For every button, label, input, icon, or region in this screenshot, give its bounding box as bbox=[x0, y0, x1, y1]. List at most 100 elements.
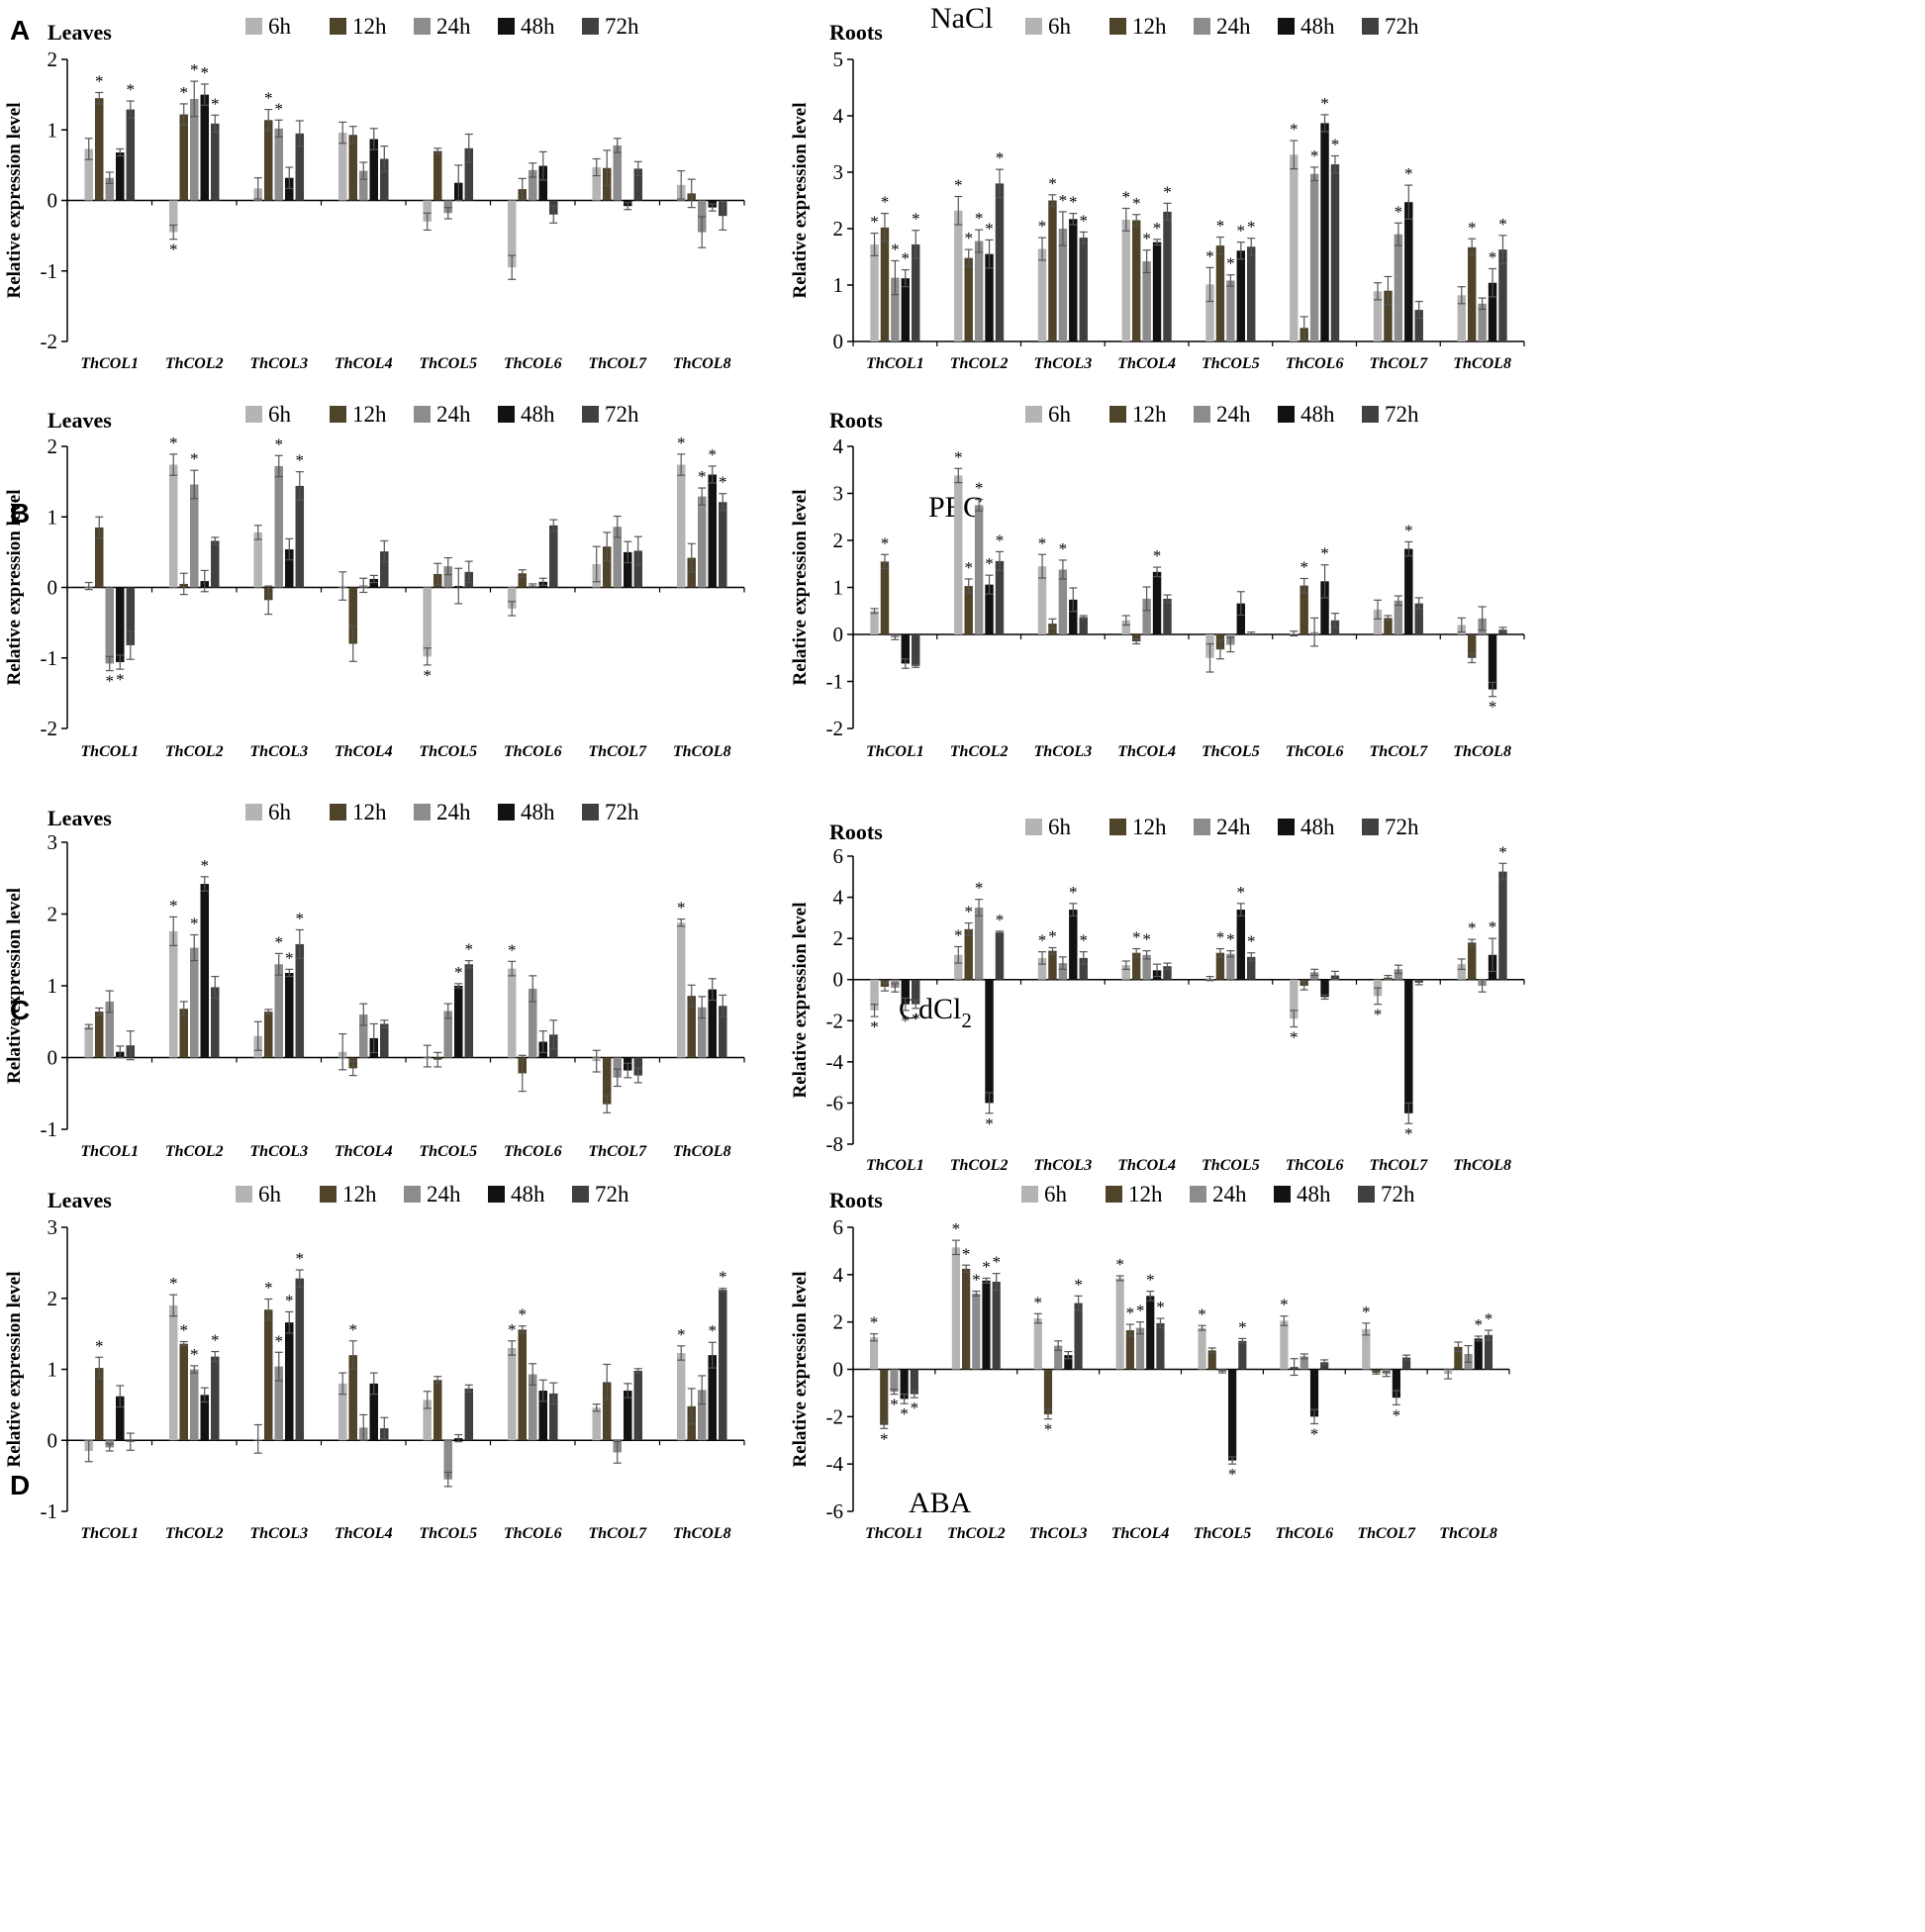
A-roots-bar-48h-thcol1-significance-star: * bbox=[902, 249, 911, 268]
D-roots-bar-72h-thcol5 bbox=[1238, 1340, 1247, 1370]
C-leaves-bar-24h-thcol2-significance-star: * bbox=[190, 915, 199, 933]
D-roots-bar-24h-thcol4-significance-star: * bbox=[1136, 1302, 1145, 1320]
C-roots-category-thcol3: ThCOL3 bbox=[1034, 1157, 1093, 1174]
A-roots-bar-72h-thcol2-significance-star: * bbox=[996, 148, 1005, 167]
D-roots-bar-6h-thcol3 bbox=[1033, 1318, 1042, 1370]
A-roots-bar-72h-thcol8-significance-star: * bbox=[1498, 215, 1507, 234]
D-leaves-bar-72h-thcol3 bbox=[295, 1278, 305, 1441]
A-leaves-legend-swatch-72h bbox=[582, 18, 599, 35]
C-leaves-bar-24h-thcol4 bbox=[358, 1014, 368, 1058]
A-leaves-legend-label-72h: 72h bbox=[605, 14, 639, 39]
D-leaves-legend-label-24h: 24h bbox=[427, 1182, 461, 1207]
D-leaves-bar-6h-thcol5 bbox=[423, 1400, 432, 1441]
C-leaves-bar-48h-thcol3 bbox=[285, 972, 294, 1058]
C-leaves-legend-swatch-24h bbox=[414, 804, 431, 821]
B-roots-bar-48h-thcol7-significance-star: * bbox=[1404, 521, 1413, 539]
A-roots-bar-72h-thcol1-significance-star: * bbox=[912, 210, 920, 229]
A-roots-bar-12h-thcol2-significance-star: * bbox=[964, 229, 973, 247]
C-roots-category-thcol5: ThCOL5 bbox=[1202, 1157, 1260, 1174]
C-roots-legend-label-72h: 72h bbox=[1385, 815, 1419, 839]
C-roots-bar-6h-thcol2 bbox=[954, 954, 963, 980]
B-leaves-bar-24h-thcol5 bbox=[443, 566, 453, 588]
A-leaves-bar-6h-thcol7 bbox=[592, 167, 601, 201]
D-roots-bar-24h-thcol1-significance-star: * bbox=[890, 1396, 899, 1414]
C-leaves-bar-6h-thcol8 bbox=[676, 922, 686, 1058]
A-roots-legend-label-48h: 48h bbox=[1300, 14, 1335, 39]
B-leaves-category-thcol7: ThCOL7 bbox=[588, 743, 647, 760]
B-leaves-bar-24h-thcol7 bbox=[613, 527, 623, 588]
A-roots-bar-24h-thcol6-significance-star: * bbox=[1310, 146, 1319, 165]
D-leaves-bar-6h-thcol8-significance-star: * bbox=[677, 1325, 686, 1344]
A-roots-legend-swatch-48h bbox=[1278, 18, 1295, 35]
B-leaves-bar-72h-thcol6 bbox=[549, 525, 558, 588]
B-leaves-bar-72h-thcol1 bbox=[126, 587, 136, 645]
A-roots-bar-48h-thcol2 bbox=[985, 253, 994, 341]
A-roots-bar-24h-thcol8 bbox=[1478, 303, 1487, 341]
B-roots-bar-24h-thcol4 bbox=[1142, 598, 1151, 634]
A-roots-bar-6h-thcol4-significance-star: * bbox=[1122, 187, 1131, 206]
A-roots-bar-12h-thcol3 bbox=[1048, 200, 1057, 341]
C-roots-legend-label-6h: 6h bbox=[1048, 815, 1072, 839]
A-leaves-legend-swatch-24h bbox=[414, 18, 431, 35]
A-leaves-bar-72h-thcol5 bbox=[464, 147, 474, 201]
A-roots-bar-72h-thcol5 bbox=[1247, 246, 1256, 341]
C-roots-legend-label-12h: 12h bbox=[1132, 815, 1167, 839]
D-leaves-bar-48h-thcol8-significance-star: * bbox=[709, 1321, 718, 1340]
C-leaves-legend-swatch-72h bbox=[582, 804, 599, 821]
D-roots-bar-24h-thcol1 bbox=[890, 1369, 899, 1393]
D-roots-bar-6h-thcol4-significance-star: * bbox=[1115, 1255, 1124, 1274]
D-roots-bar-72h-thcol8-significance-star: * bbox=[1485, 1309, 1493, 1328]
A-leaves-ytick-label: 2 bbox=[48, 48, 58, 71]
C-leaves-category-thcol5: ThCOL5 bbox=[419, 1143, 477, 1160]
B-roots-legend-label-24h: 24h bbox=[1216, 402, 1251, 427]
D-roots-legend-swatch-48h bbox=[1274, 1186, 1291, 1203]
D-leaves-category-thcol7: ThCOL7 bbox=[588, 1525, 647, 1542]
A-leaves-bar-6h-thcol4 bbox=[337, 133, 347, 201]
A-roots-bar-12h-thcol8 bbox=[1467, 246, 1477, 341]
B-roots-ytick-label: -2 bbox=[826, 717, 844, 740]
A-roots-category-thcol2: ThCOL2 bbox=[950, 355, 1009, 372]
B-leaves-bar-12h-thcol6 bbox=[518, 573, 527, 588]
D-leaves-bar-48h-thcol3 bbox=[285, 1322, 294, 1441]
A-roots-title: Roots bbox=[829, 20, 883, 45]
treatment-title-aba: ABA bbox=[909, 1487, 972, 1519]
chart-d-roots: Roots 6h 12h 24h 48h 72h Relative expression l… bbox=[790, 1182, 1510, 1542]
B-leaves-bar-48h-thcol8 bbox=[708, 474, 718, 588]
A-leaves-bar-48h-thcol4 bbox=[369, 139, 379, 201]
A-roots-bar-6h-thcol6 bbox=[1290, 154, 1299, 341]
C-leaves-bar-72h-thcol4 bbox=[380, 1023, 389, 1058]
C-leaves-bar-12h-thcol7 bbox=[602, 1057, 612, 1105]
C-roots-legend-label-48h: 48h bbox=[1300, 815, 1335, 839]
D-roots-bar-24h-thcol4 bbox=[1135, 1327, 1145, 1370]
D-leaves-bar-12h-thcol3 bbox=[263, 1309, 273, 1441]
A-leaves-legend-label-6h: 6h bbox=[268, 14, 292, 39]
C-leaves-bar-12h-thcol3 bbox=[263, 1012, 273, 1058]
C-roots-ytick-label: -8 bbox=[826, 1132, 844, 1156]
B-leaves-ytick-label: -1 bbox=[41, 646, 58, 670]
D-roots-category-thcol5: ThCOL5 bbox=[1194, 1525, 1252, 1542]
C-roots-bar-48h-thcol3-significance-star: * bbox=[1069, 883, 1078, 902]
A-roots-bar-6h-thcol3 bbox=[1037, 248, 1047, 341]
C-leaves-legend-swatch-48h bbox=[498, 804, 515, 821]
C-leaves-category-thcol3: ThCOL3 bbox=[249, 1143, 308, 1160]
B-leaves-bar-72h-thcol7 bbox=[633, 550, 643, 588]
D-leaves-bar-24h-thcol2 bbox=[189, 1369, 199, 1441]
D-roots-bar-48h-thcol4-significance-star: * bbox=[1146, 1271, 1155, 1290]
D-roots-ytick-label: 2 bbox=[833, 1310, 844, 1334]
A-leaves-ytick-label: -1 bbox=[41, 259, 58, 283]
chart-c-roots: Roots 6h 12h 24h 48h 72h Relative expression l… bbox=[790, 815, 1525, 1174]
B-roots-bar-48h-thcol3 bbox=[1069, 599, 1078, 634]
A-leaves-legend-label-12h: 12h bbox=[352, 14, 387, 39]
D-leaves-bar-72h-thcol7 bbox=[633, 1370, 643, 1441]
D-leaves-bar-48h-thcol3-significance-star: * bbox=[285, 1291, 294, 1309]
D-roots-bar-12h-thcol4-significance-star: * bbox=[1126, 1304, 1135, 1322]
C-leaves-bar-6h-thcol1 bbox=[84, 1026, 93, 1058]
B-leaves-legend-label-48h: 48h bbox=[521, 402, 555, 427]
treatment-title-cdcl2: CdCl2 bbox=[899, 993, 972, 1032]
D-roots-bar-6h-thcol6-significance-star: * bbox=[1280, 1296, 1289, 1314]
C-leaves-bar-24h-thcol5 bbox=[443, 1011, 453, 1058]
D-leaves-category-thcol6: ThCOL6 bbox=[504, 1525, 562, 1542]
D-leaves-bar-72h-thcol8 bbox=[719, 1290, 727, 1441]
B-roots-legend-swatch-12h bbox=[1109, 406, 1126, 423]
C-roots-bar-72h-thcol1 bbox=[912, 979, 920, 1005]
